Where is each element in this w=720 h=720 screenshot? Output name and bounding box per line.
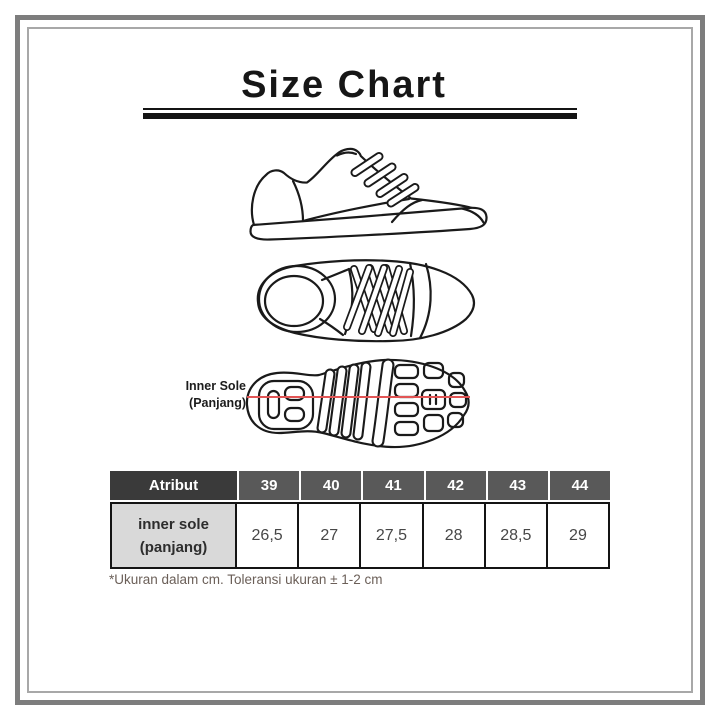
title-divider-thin-line: [143, 108, 577, 110]
header-cell-attribute: Atribut: [110, 471, 237, 500]
inner-sole-measure-label: Inner Sole (Panjang): [116, 378, 246, 411]
value-cell-size-44: 29: [547, 502, 611, 569]
sneaker-side-view-illustration: [249, 147, 488, 241]
row-label-line2: (panjang): [139, 538, 208, 556]
value-cell-size-40: 27: [299, 502, 362, 569]
row-label-line1: inner sole: [138, 515, 209, 533]
value-cell-size-42: 28: [423, 502, 486, 569]
outer-frame-border: [15, 15, 705, 705]
header-cell-size-44: 44: [549, 471, 611, 500]
value-cell-size-39: 26,5: [237, 502, 300, 569]
sneaker-sole-view-illustration: [245, 358, 470, 449]
inner-frame-border: [27, 27, 693, 693]
header-cell-size-42: 42: [425, 471, 486, 500]
size-table-header-row: Atribut 39 40 41 42 43 44: [110, 471, 611, 500]
size-tolerance-footnote: *Ukuran dalam cm. Toleransi ukuran ± 1-2…: [109, 572, 383, 587]
inner-sole-measure-label-line2: (Panjang): [189, 395, 246, 410]
header-cell-size-43: 43: [487, 471, 548, 500]
page-title: Size Chart: [241, 64, 447, 106]
inner-sole-measure-label-line1: Inner Sole: [185, 379, 246, 393]
sneaker-top-view-illustration: [256, 259, 476, 343]
header-cell-size-39: 39: [239, 471, 300, 500]
header-cell-size-40: 40: [301, 471, 362, 500]
value-cell-size-41: 27,5: [361, 502, 424, 569]
title-divider-thick-line: [143, 113, 577, 119]
header-cell-size-41: 41: [363, 471, 424, 500]
size-table: Atribut 39 40 41 42 43 44 inner sole (pa…: [110, 471, 611, 569]
title-divider: [143, 108, 577, 119]
value-cell-size-43: 28,5: [485, 502, 548, 569]
size-table-data-row: inner sole (panjang) 26,5 27 27,5 28 28,…: [110, 502, 611, 569]
row-label-cell: inner sole (panjang): [110, 502, 237, 569]
